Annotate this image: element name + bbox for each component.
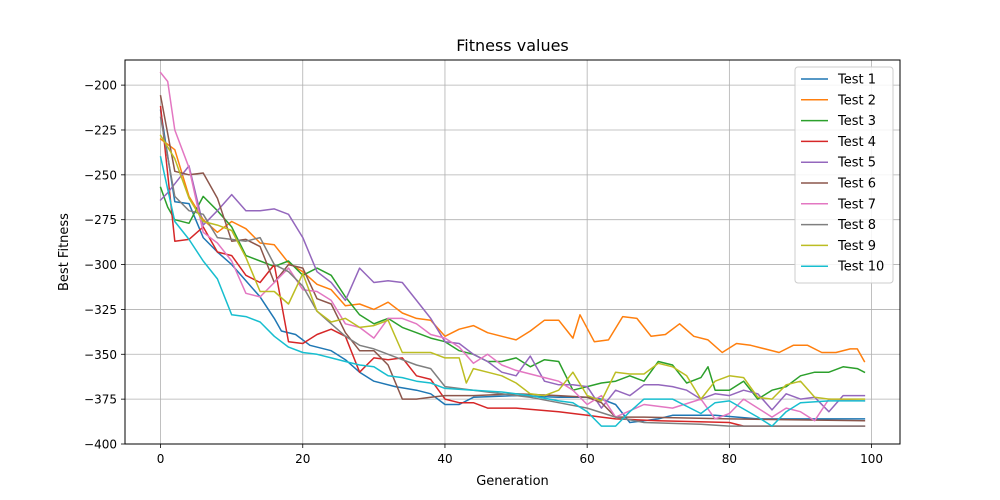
series-lines <box>159 71 866 427</box>
series-line <box>159 137 866 363</box>
legend-label: Test 6 <box>837 177 876 192</box>
legend-label: Test 1 <box>837 73 876 88</box>
y-tick-label: −375 <box>84 393 117 407</box>
series-line <box>159 186 866 400</box>
x-tick-label: 80 <box>722 452 737 466</box>
legend-label: Test 2 <box>837 93 876 108</box>
y-tick-label: −400 <box>84 438 117 452</box>
y-tick-label: −200 <box>84 79 117 93</box>
x-tick-label: 40 <box>437 452 452 466</box>
series-line <box>159 116 866 427</box>
x-tick-label: 100 <box>860 452 883 466</box>
legend-label: Test 10 <box>837 260 884 275</box>
legend-label: Test 7 <box>837 197 876 212</box>
series-line <box>159 105 866 427</box>
legend-label: Test 9 <box>837 239 876 254</box>
x-tick-label: 0 <box>157 452 165 466</box>
x-axis-ticks: 0 20 40 60 80 100 <box>157 444 883 466</box>
y-tick-label: −300 <box>84 258 117 272</box>
legend-label: Test 8 <box>837 218 876 233</box>
legend-label: Test 4 <box>837 135 876 150</box>
legend: Test 1 Test 2 Test 3 Test 4 Test 5 Test 6 Test… <box>794 66 894 284</box>
series-line <box>159 95 866 422</box>
chart-title: Fitness values <box>456 36 569 55</box>
y-axis-ticks: −400 −375 −350 −325 −300 −275 −250 −225 −200 <box>84 79 125 452</box>
series-line <box>159 165 866 413</box>
y-tick-label: −325 <box>84 303 117 317</box>
legend-label: Test 3 <box>837 114 876 129</box>
x-tick-label: 60 <box>580 452 595 466</box>
series-line <box>159 134 866 402</box>
y-tick-label: −250 <box>84 168 117 182</box>
y-tick-label: −350 <box>84 348 117 362</box>
series-line <box>159 71 866 422</box>
series-line <box>159 156 866 427</box>
x-tick-label: 20 <box>295 452 310 466</box>
plot-frame <box>124 59 901 445</box>
y-tick-label: −275 <box>84 213 117 227</box>
y-tick-label: −225 <box>84 123 117 137</box>
legend-label: Test 5 <box>837 156 876 171</box>
x-axis-label: Generation <box>476 474 549 489</box>
y-axis-label: Best Fitness <box>57 213 72 291</box>
